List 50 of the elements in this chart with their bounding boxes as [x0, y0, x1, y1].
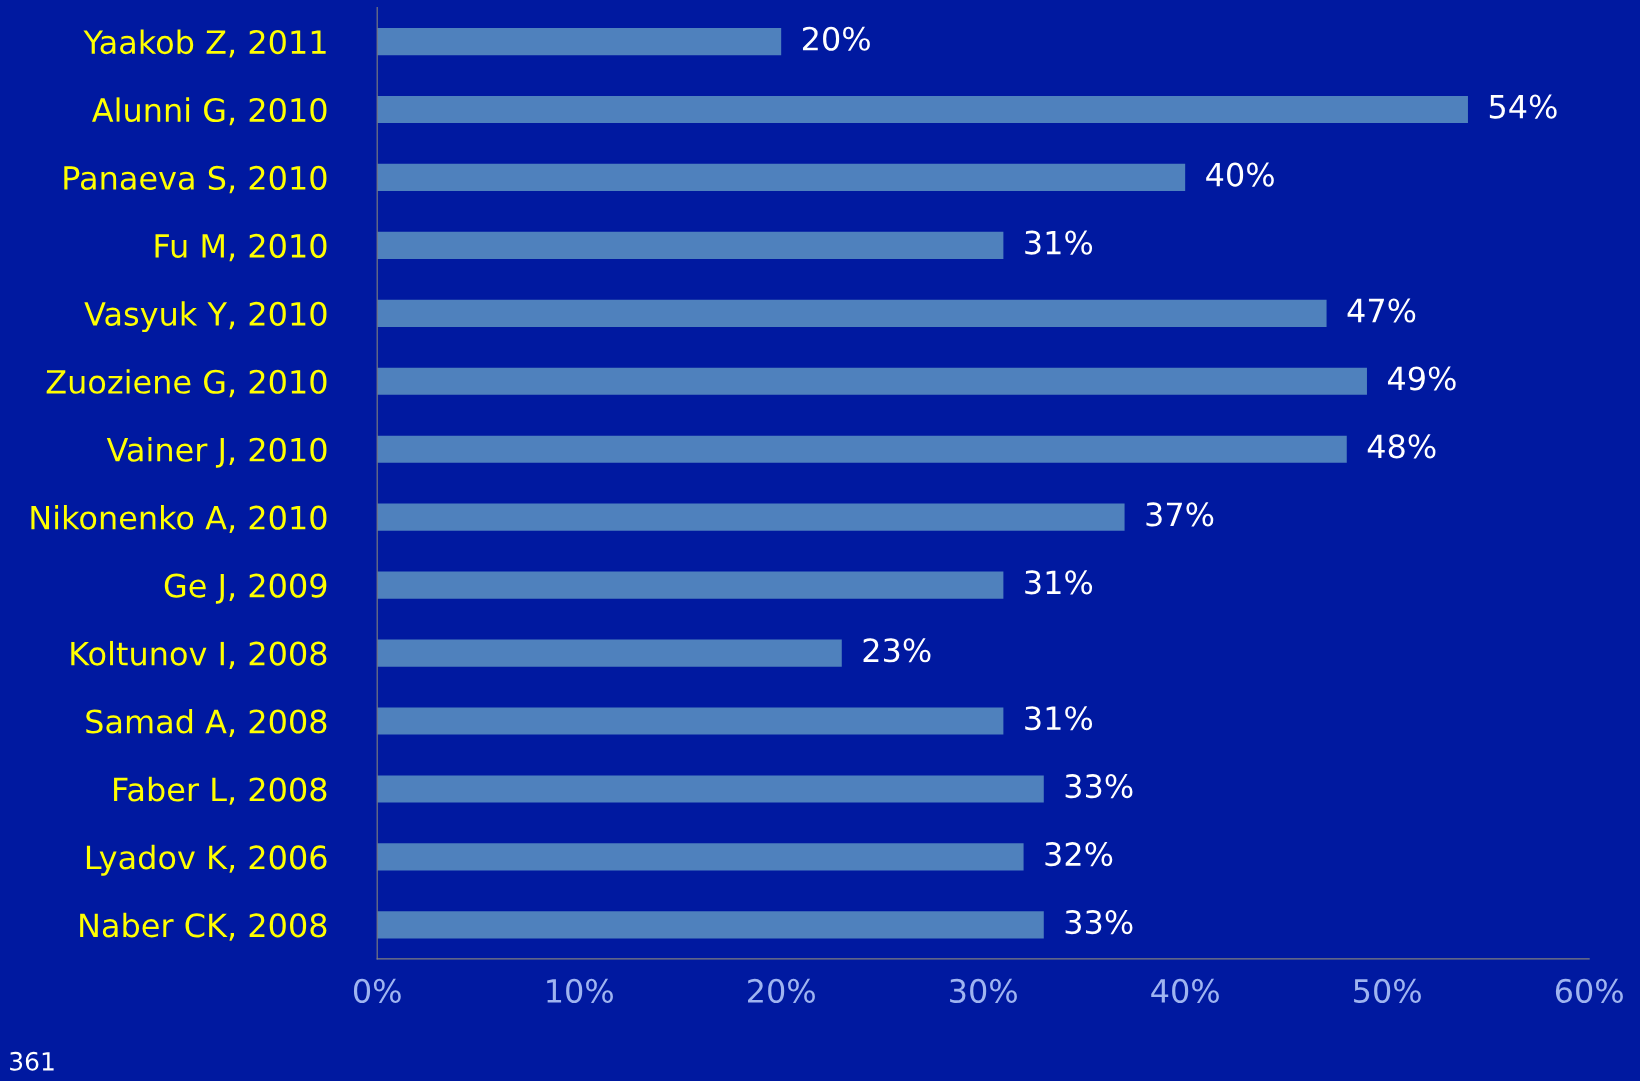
- bar: [377, 435, 1347, 463]
- data-label: 31%: [1025, 230, 1093, 255]
- data-label: 32%: [1045, 842, 1113, 867]
- bar: [377, 27, 782, 56]
- y-tick-label: Lyadov K, 2006: [86, 844, 327, 876]
- bar: [377, 367, 1367, 395]
- bar: [377, 911, 1044, 939]
- data-label: 31%: [1025, 706, 1093, 731]
- x-tick-label: 40%: [1151, 978, 1219, 1004]
- data-label: 33%: [1065, 909, 1133, 935]
- bar: [377, 707, 1004, 735]
- y-tick-label: Yaakob Z, 2011: [83, 29, 326, 58]
- bar: [377, 163, 1186, 192]
- y-tick-label: Fu M, 2010: [155, 233, 327, 262]
- data-label: 48%: [1367, 434, 1436, 459]
- y-tick-label: Panaeva S, 2010: [64, 165, 327, 194]
- y-tick-label: Samad A, 2008: [86, 708, 327, 737]
- bar: [377, 503, 1125, 531]
- bar: [377, 639, 842, 667]
- data-label: 23%: [863, 638, 931, 663]
- data-label: 31%: [1025, 570, 1093, 595]
- y-tick-label: Ge J, 2009: [164, 573, 327, 604]
- data-label: 40%: [1206, 162, 1274, 187]
- y-tick-label: Vainer J, 2010: [106, 437, 327, 468]
- x-tick-label: 20%: [748, 978, 815, 1004]
- y-tick-label: Naber CK, 2008: [80, 912, 327, 941]
- y-tick-label: Zuoziene G, 2010: [46, 369, 327, 398]
- y-tick-label: Koltunov I, 2008: [71, 640, 327, 669]
- bar: [377, 95, 1468, 124]
- x-tick-label: 10%: [547, 978, 613, 1004]
- x-tick-label: 60%: [1555, 978, 1623, 1004]
- y-tick-label: Alunni G, 2010: [92, 97, 327, 126]
- data-label: 20%: [802, 26, 870, 51]
- x-tick-label: 0%: [353, 978, 401, 1004]
- y-tick-label: Vasyuk Y, 2010: [84, 301, 327, 333]
- bar: [377, 775, 1044, 803]
- bar: [377, 299, 1327, 327]
- y-tick-label: Faber L, 2008: [114, 776, 327, 805]
- data-label: 37%: [1146, 502, 1214, 527]
- text: 361: [10, 1051, 54, 1071]
- bar: [377, 843, 1024, 871]
- y-tick-label: Nikonenko A, 2010: [31, 505, 327, 534]
- bar: [377, 571, 1004, 599]
- data-label: 49%: [1387, 366, 1456, 391]
- data-label: 54%: [1489, 94, 1557, 119]
- data-label: 47%: [1347, 298, 1416, 323]
- x-tick-label: 30%: [950, 978, 1017, 1004]
- data-label: 33%: [1065, 774, 1133, 799]
- x-tick-label: 50%: [1354, 978, 1421, 1004]
- bar: [377, 231, 1004, 259]
